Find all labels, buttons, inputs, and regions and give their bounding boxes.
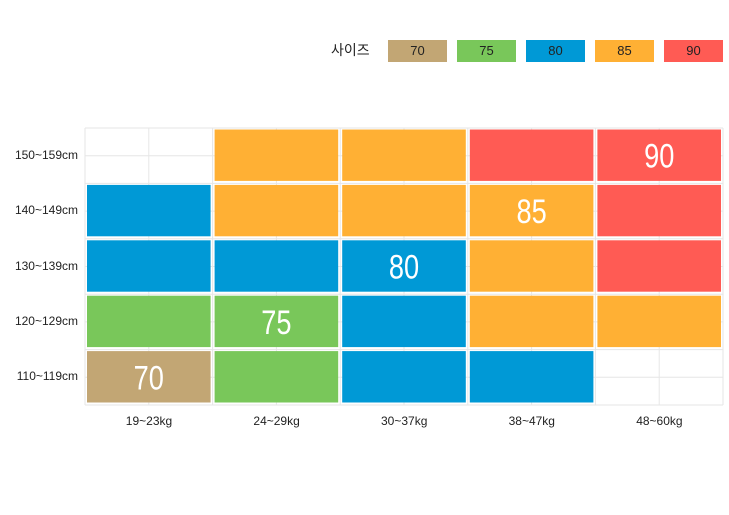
x-tick-label: 38~47kg	[508, 414, 555, 428]
heatmap-cell-0-3	[469, 129, 594, 181]
heatmap-cell-3-1	[214, 295, 339, 348]
heatmap-cell-0-1	[214, 129, 339, 181]
legend-item-90: 90	[664, 40, 723, 62]
heatmap-cell-2-3	[469, 240, 594, 292]
heatmap-cell-3-3	[469, 295, 594, 348]
cell-label-80: 80	[389, 248, 419, 287]
heatmap-cell-3-4	[597, 295, 721, 348]
y-tick-label: 110~119cm	[16, 369, 78, 384]
cell-label-90: 90	[644, 137, 674, 176]
x-tick-label: 19~23kg	[125, 414, 173, 428]
cell-label-75: 75	[261, 303, 291, 342]
heatmap-cell-4-0	[87, 351, 211, 403]
x-tick-label: 24~29kg	[253, 414, 300, 428]
heatmap-cell-0-2	[342, 129, 466, 181]
heatmap-cell-3-0	[87, 295, 211, 348]
heatmap-cell-1-1	[214, 184, 339, 237]
heatmap-cell-4-1	[214, 351, 339, 403]
legend-item-70: 70	[388, 40, 447, 62]
y-tick-label: 150~159cm	[14, 147, 78, 162]
cell-label-70: 70	[134, 358, 164, 397]
heatmap-cell-4-3	[469, 351, 594, 403]
heatmap-cell-2-0	[87, 240, 211, 292]
heatmap-cell-1-3	[469, 184, 594, 237]
heatmap-cell-2-4	[597, 240, 721, 292]
heatmap-cell-4-2	[342, 351, 466, 403]
heatmap-cell-1-0	[87, 184, 211, 237]
y-tick-label: 120~129cm	[14, 313, 78, 328]
heatmap-cell-2-1	[214, 240, 339, 292]
cell-label-85: 85	[516, 192, 546, 231]
legend-item-80: 80	[526, 40, 585, 62]
legend-title: 사이즈	[331, 42, 370, 58]
heatmap-cell-1-2	[342, 184, 466, 237]
y-tick-label: 130~139cm	[14, 258, 78, 273]
y-tick-label: 140~149cm	[14, 203, 78, 218]
x-tick-label: 48~60kg	[636, 414, 683, 428]
heatmap-cell-0-4	[597, 129, 721, 181]
heatmap-cell-2-2	[342, 240, 466, 292]
x-tick-label: 30~37kg	[380, 414, 428, 428]
legend-item-85: 85	[595, 40, 654, 62]
legend-item-75: 75	[457, 40, 516, 62]
heatmap-cell-3-2	[342, 295, 466, 348]
heatmap-cell-1-4	[597, 184, 721, 237]
